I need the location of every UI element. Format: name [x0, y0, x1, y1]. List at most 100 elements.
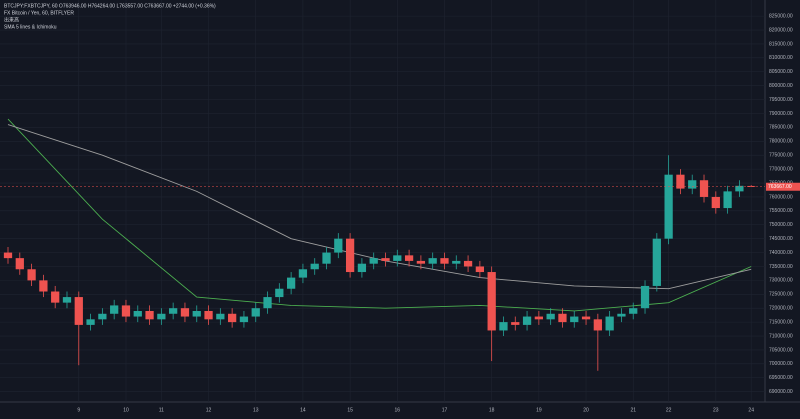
x-tick-label: 22: [666, 407, 672, 413]
plot-area: [0, 0, 765, 402]
symbol-desc: FX Bitcoin / Yen, 60, BITFLYER: [4, 10, 74, 16]
y-tick-label: 810000.00: [769, 55, 793, 61]
y-tick-label: 700000.00: [769, 361, 793, 367]
volume-legend[interactable]: 出来高: [4, 16, 19, 23]
candle-body: [487, 272, 496, 331]
candle-body: [452, 260, 461, 264]
candle-body: [275, 288, 284, 298]
candle-body: [345, 238, 355, 273]
candle-body: [511, 322, 520, 325]
last-price-tag: [766, 182, 800, 191]
candle-body: [605, 316, 614, 331]
y-tick-label: 715000.00: [769, 319, 793, 325]
candle-body: [558, 313, 567, 323]
y-tick-label: 720000.00: [769, 306, 793, 312]
indicator-line: [7, 118, 752, 312]
candle-body: [699, 180, 709, 197]
x-tick-label: 17: [442, 407, 448, 413]
x-tick-label: 15: [347, 407, 353, 413]
candle-body: [440, 258, 449, 264]
candle-body: [39, 280, 48, 292]
candle-body: [169, 308, 178, 314]
y-tick-label: 770000.00: [769, 166, 793, 172]
last-price-label: 763667.00: [768, 184, 792, 190]
candle-body: [463, 260, 473, 267]
candle-body: [570, 316, 579, 323]
candle-body: [216, 313, 225, 320]
y-tick-label: 775000.00: [769, 153, 793, 159]
candle-body: [593, 319, 602, 331]
candle-body: [522, 316, 532, 325]
x-tick-label: 23: [713, 407, 719, 413]
candle-body: [428, 258, 437, 264]
y-tick-label: 705000.00: [769, 347, 793, 353]
candle-body: [381, 258, 390, 261]
candle-body: [98, 313, 107, 320]
x-tick-label: 24: [748, 407, 754, 413]
symbol-line: BTCJPY:FXBTCJPY, 60 O763946.00 H764264.0…: [4, 3, 216, 9]
candle-body: [688, 180, 697, 189]
candle-body: [74, 297, 83, 325]
candle-body: [676, 174, 685, 189]
y-tick-label: 750000.00: [769, 222, 793, 228]
y-tick-label: 760000.00: [769, 194, 793, 200]
candle-body: [357, 263, 367, 273]
y-tick-label: 740000.00: [769, 250, 793, 256]
candle-body: [629, 308, 638, 314]
candle-body: [15, 258, 24, 270]
x-tick-label: 12: [206, 407, 212, 413]
candle-body: [251, 308, 260, 317]
candle-body: [334, 238, 343, 253]
indicator-legend[interactable]: SMA 5 lines & Ichimoku: [4, 24, 57, 30]
x-tick-label: 20: [583, 407, 589, 413]
candle-body: [228, 313, 237, 323]
candle-body: [239, 316, 249, 323]
x-tick-label: 11: [159, 407, 164, 413]
candle-body: [404, 255, 414, 261]
candle-body: [640, 285, 650, 309]
y-tick-label: 790000.00: [769, 111, 793, 117]
candle-body: [416, 260, 426, 264]
candle-body: [180, 308, 190, 317]
candle-body: [263, 297, 272, 309]
y-tick-label: 795000.00: [769, 97, 793, 103]
candle-body: [310, 263, 319, 270]
candle-body: [499, 322, 508, 331]
y-tick-label: 735000.00: [769, 264, 793, 270]
candle-body: [652, 238, 661, 286]
candle-body: [723, 191, 732, 209]
y-tick-label: 695000.00: [769, 375, 793, 381]
y-tick-label: 730000.00: [769, 278, 793, 284]
candle-body: [51, 291, 60, 303]
candle-body: [298, 269, 308, 278]
candle-body: [3, 252, 13, 259]
y-tick-label: 780000.00: [769, 139, 793, 145]
candle-body: [145, 310, 154, 320]
candle-body: [393, 255, 402, 261]
candle-body: [133, 310, 142, 317]
y-tick-label: 825000.00: [769, 13, 793, 19]
x-tick-label: 9: [77, 407, 80, 413]
candle-body: [110, 305, 119, 314]
y-tick-label: 710000.00: [769, 333, 793, 339]
x-tick-label: 14: [300, 407, 306, 413]
candle-body: [711, 196, 720, 209]
candle-body: [735, 185, 744, 192]
y-tick-label: 745000.00: [769, 236, 793, 242]
y-tick-label: 805000.00: [769, 69, 793, 75]
candle-body: [617, 313, 626, 317]
x-tick-label: 13: [253, 407, 259, 413]
y-tick-label: 800000.00: [769, 83, 793, 89]
candle-body: [86, 319, 95, 325]
y-tick-label: 815000.00: [769, 41, 793, 47]
candle-body: [204, 310, 213, 320]
candle-body: [157, 313, 166, 320]
y-tick-label: 755000.00: [769, 208, 793, 214]
x-tick-label: 10: [123, 407, 129, 413]
candle-body: [27, 269, 36, 281]
y-tick-label: 785000.00: [769, 125, 793, 131]
candle-body: [369, 258, 378, 264]
